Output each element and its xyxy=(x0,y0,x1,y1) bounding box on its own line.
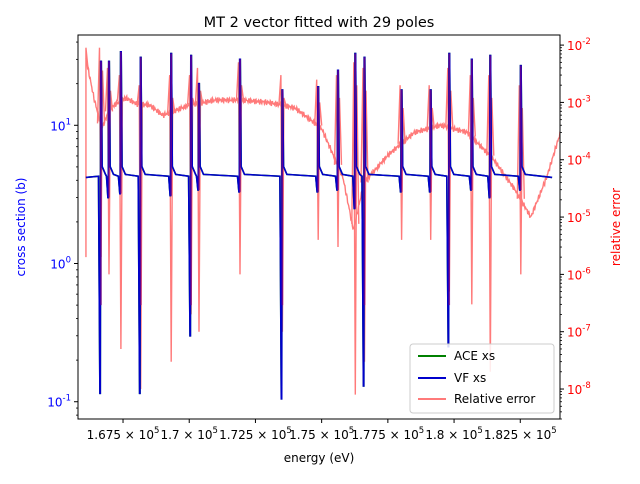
y-left-tick-label: 100 xyxy=(50,256,71,272)
relative-error-line xyxy=(85,57,560,230)
y-axis-left: 10-1 100 101 xyxy=(47,41,78,416)
y-right-tick-label: 10-7 xyxy=(567,324,591,340)
y-right-tick-label: 10-2 xyxy=(567,37,591,53)
relative-error-spike xyxy=(351,62,360,395)
relative-error-spike xyxy=(235,62,245,275)
relative-error-spike xyxy=(194,67,204,332)
x-tick-label: 1.675 × 105 xyxy=(87,426,160,442)
relative-error-spike xyxy=(314,79,323,240)
x-tick-label: 1.775 × 105 xyxy=(351,426,424,442)
relative-error-spike xyxy=(397,85,406,240)
y-left-tick-label: 10-1 xyxy=(47,394,71,410)
cross-section-layer xyxy=(85,51,553,400)
y-right-tick-label: 10-4 xyxy=(567,152,591,168)
legend: ACE xs VF xs Relative error xyxy=(409,343,555,414)
y-left-tick-label: 101 xyxy=(50,117,71,133)
legend-box xyxy=(409,343,555,414)
legend-label-ace-xs: ACE xs xyxy=(454,349,495,363)
x-axis-label: energy (eV) xyxy=(284,451,355,465)
legend-label-vf-xs: VF xs xyxy=(454,371,486,385)
relative-error-spike xyxy=(116,75,125,350)
x-tick-label: 1.75 × 105 xyxy=(289,426,354,442)
y-right-tick-label: 10-6 xyxy=(567,266,591,282)
chart-title: MT 2 vector fitted with 29 poles xyxy=(204,15,435,31)
y-right-tick-label: 10-8 xyxy=(567,381,591,397)
x-tick-label: 1.825 × 105 xyxy=(484,426,557,442)
relative-error-spike xyxy=(167,75,176,362)
relative-error-start-spike xyxy=(85,47,89,258)
x-tick-label: 1.725 × 105 xyxy=(219,426,292,442)
relative-error-spike xyxy=(467,75,476,305)
y-right-tick-label: 10-3 xyxy=(567,94,591,110)
x-tick-label: 1.7 × 105 xyxy=(160,426,217,442)
relative-error-spike xyxy=(516,85,525,275)
relative-error-spike xyxy=(104,67,114,275)
relative-error-spike xyxy=(426,85,435,240)
x-tick-label: 1.8 × 105 xyxy=(425,426,482,442)
y-axis-right: 10-8 10-7 10-6 10-5 10-4 10-3 10-2 xyxy=(560,37,591,420)
y-axis-right-label: relative error xyxy=(609,188,623,266)
y-axis-left-label: cross section (b) xyxy=(14,178,28,277)
legend-label-relative-error: Relative error xyxy=(454,392,535,406)
relative-error-spike xyxy=(333,75,343,248)
plot-frame xyxy=(77,34,561,420)
y-right-tick-label: 10-5 xyxy=(567,209,591,225)
